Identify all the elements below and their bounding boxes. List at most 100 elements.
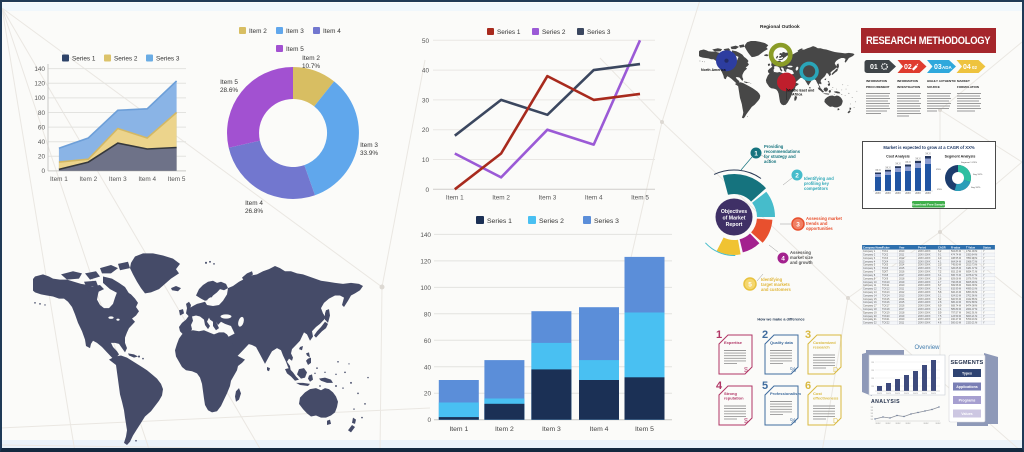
- svg-text:2.8: 2.8: [938, 301, 942, 304]
- svg-text:Cost Analysis: Cost Analysis: [886, 155, 910, 159]
- svg-text:20XX: 20XX: [904, 393, 910, 395]
- svg-text:20XX: 20XX: [906, 423, 912, 425]
- svg-text:opportunities: opportunities: [806, 226, 833, 231]
- svg-text:Company 15: Company 15: [863, 298, 877, 301]
- svg-text:2017: 2017: [899, 274, 905, 277]
- svg-text:3: 3: [805, 329, 811, 341]
- svg-text:Report: Report: [726, 222, 743, 228]
- svg-text:£: £: [777, 50, 783, 62]
- svg-text:26.8%: 26.8%: [245, 208, 263, 215]
- svg-text:20XX-20XX: 20XX-20XX: [918, 264, 931, 267]
- svg-text:100: 100: [34, 95, 45, 102]
- svg-text:2.3: 2.3: [938, 264, 942, 267]
- svg-text:ADA: ADA: [942, 65, 952, 70]
- svg-text:02: 02: [972, 65, 978, 70]
- svg-text:Company 2: Company 2: [863, 254, 876, 257]
- svg-text:100: 100: [420, 285, 431, 292]
- svg-text:Company 10: Company 10: [863, 281, 877, 284]
- svg-text:20XX: 20XX: [896, 423, 902, 425]
- svg-text:Cost: Cost: [813, 391, 823, 396]
- svg-text:XX: XX: [871, 407, 874, 409]
- svg-text:4.2: 4.2: [938, 288, 942, 291]
- svg-text:5: 5: [762, 380, 768, 392]
- svg-text:20XX: 20XX: [895, 393, 901, 395]
- svg-text:5662.91 M: 5662.91 M: [966, 311, 977, 314]
- svg-text:TCK3: TCK3: [882, 257, 889, 260]
- svg-text:140: 140: [34, 66, 45, 73]
- svg-text:Company 21: Company 21: [863, 318, 877, 321]
- svg-text:T Value: T Value: [966, 245, 976, 249]
- svg-text:2013.73 M: 2013.73 M: [966, 264, 977, 267]
- svg-text:Company 13: Company 13: [863, 291, 877, 294]
- svg-text:2012: 2012: [899, 291, 905, 294]
- svg-text:target markets: target markets: [761, 282, 791, 287]
- svg-text:04: 04: [963, 64, 971, 71]
- svg-text:4999.10 M: 4999.10 M: [966, 288, 977, 291]
- svg-text:160.27 M: 160.27 M: [951, 318, 961, 321]
- svg-text:20XX: 20XX: [925, 193, 931, 195]
- svg-text:XX: XX: [871, 419, 874, 421]
- svg-text:4.1: 4.1: [938, 260, 942, 263]
- svg-text:0: 0: [427, 417, 431, 424]
- svg-text:1968.72 M: 1968.72 M: [966, 260, 977, 263]
- svg-text:TCK11: TCK11: [882, 284, 890, 287]
- svg-text:20XX: 20XX: [915, 193, 921, 195]
- svg-text:Y: Y: [983, 254, 985, 257]
- svg-text:Y: Y: [983, 311, 985, 314]
- svg-text:Africa: Africa: [792, 93, 803, 97]
- svg-text:Objectives: Objectives: [721, 209, 747, 215]
- svg-text:XX: XX: [871, 413, 874, 415]
- svg-text:40: 40: [424, 364, 432, 371]
- svg-text:Middle East and: Middle East and: [787, 89, 814, 93]
- svg-text:20XX-20XX: 20XX-20XX: [918, 281, 931, 284]
- svg-text:TCK2: TCK2: [882, 254, 889, 257]
- svg-text:How we make a difference: How we make a difference: [757, 318, 804, 322]
- svg-text:Identifying and: Identifying and: [804, 176, 834, 181]
- svg-text:INFORMATION: INFORMATION: [866, 79, 887, 83]
- svg-text:6: 6: [805, 380, 811, 392]
- svg-text:XX: XX: [871, 416, 874, 418]
- svg-text:50: 50: [422, 38, 430, 45]
- svg-text:8005.99 M: 8005.99 M: [966, 281, 977, 284]
- svg-text:Item 3: Item 3: [539, 195, 557, 202]
- svg-text:20XX: 20XX: [886, 423, 892, 425]
- svg-text:20XX-20XX: 20XX-20XX: [918, 294, 931, 297]
- svg-text:6.7: 6.7: [938, 284, 942, 287]
- svg-text:Overview: Overview: [914, 345, 940, 351]
- svg-text:XX.X: XX.X: [905, 162, 911, 164]
- svg-text:Series 2: Series 2: [539, 218, 564, 225]
- svg-text:Providing: Providing: [764, 144, 784, 149]
- svg-text:2.1: 2.1: [938, 294, 942, 297]
- svg-text:Y: Y: [983, 308, 985, 311]
- svg-text:reputation: reputation: [724, 396, 744, 401]
- svg-text:3: 3: [796, 222, 800, 229]
- svg-text:3181.37 M: 3181.37 M: [966, 267, 977, 270]
- svg-text:2011: 2011: [899, 322, 905, 325]
- svg-text:Item 4: Item 4: [323, 28, 341, 35]
- svg-text:of Market: of Market: [722, 216, 745, 222]
- svg-text:Company 12: Company 12: [863, 288, 877, 291]
- svg-text:TCK5: TCK5: [882, 264, 889, 267]
- svg-text:653.15 M: 653.15 M: [951, 271, 961, 274]
- svg-text:Strong: Strong: [724, 391, 737, 396]
- svg-text:20XX-20XX: 20XX-20XX: [918, 315, 931, 318]
- svg-text:Applications: Applications: [956, 385, 978, 389]
- svg-text:Series 2: Series 2: [114, 56, 138, 63]
- svg-text:Segment Analysis: Segment Analysis: [945, 155, 976, 159]
- svg-text:120: 120: [420, 258, 431, 265]
- svg-text:Item 2: Item 2: [302, 55, 320, 62]
- svg-text:Company 20: Company 20: [863, 315, 877, 318]
- svg-text:TCK15: TCK15: [882, 298, 890, 301]
- svg-text:Company 3: Company 3: [863, 257, 876, 260]
- svg-text:2010: 2010: [899, 318, 905, 321]
- svg-text:20XX: 20XX: [885, 193, 891, 195]
- svg-text:Expertise: Expertise: [724, 340, 743, 345]
- svg-text:504.83 M: 504.83 M: [951, 250, 961, 253]
- svg-text:Company 7: Company 7: [863, 271, 876, 274]
- svg-text:TCK17: TCK17: [882, 305, 890, 308]
- svg-text:20XX-20XX: 20XX-20XX: [918, 308, 931, 311]
- svg-text:Company 1: Company 1: [863, 250, 876, 253]
- svg-text:TCK16: TCK16: [882, 301, 890, 304]
- svg-text:606.43 M: 606.43 M: [951, 291, 961, 294]
- svg-text:$: $: [744, 418, 748, 425]
